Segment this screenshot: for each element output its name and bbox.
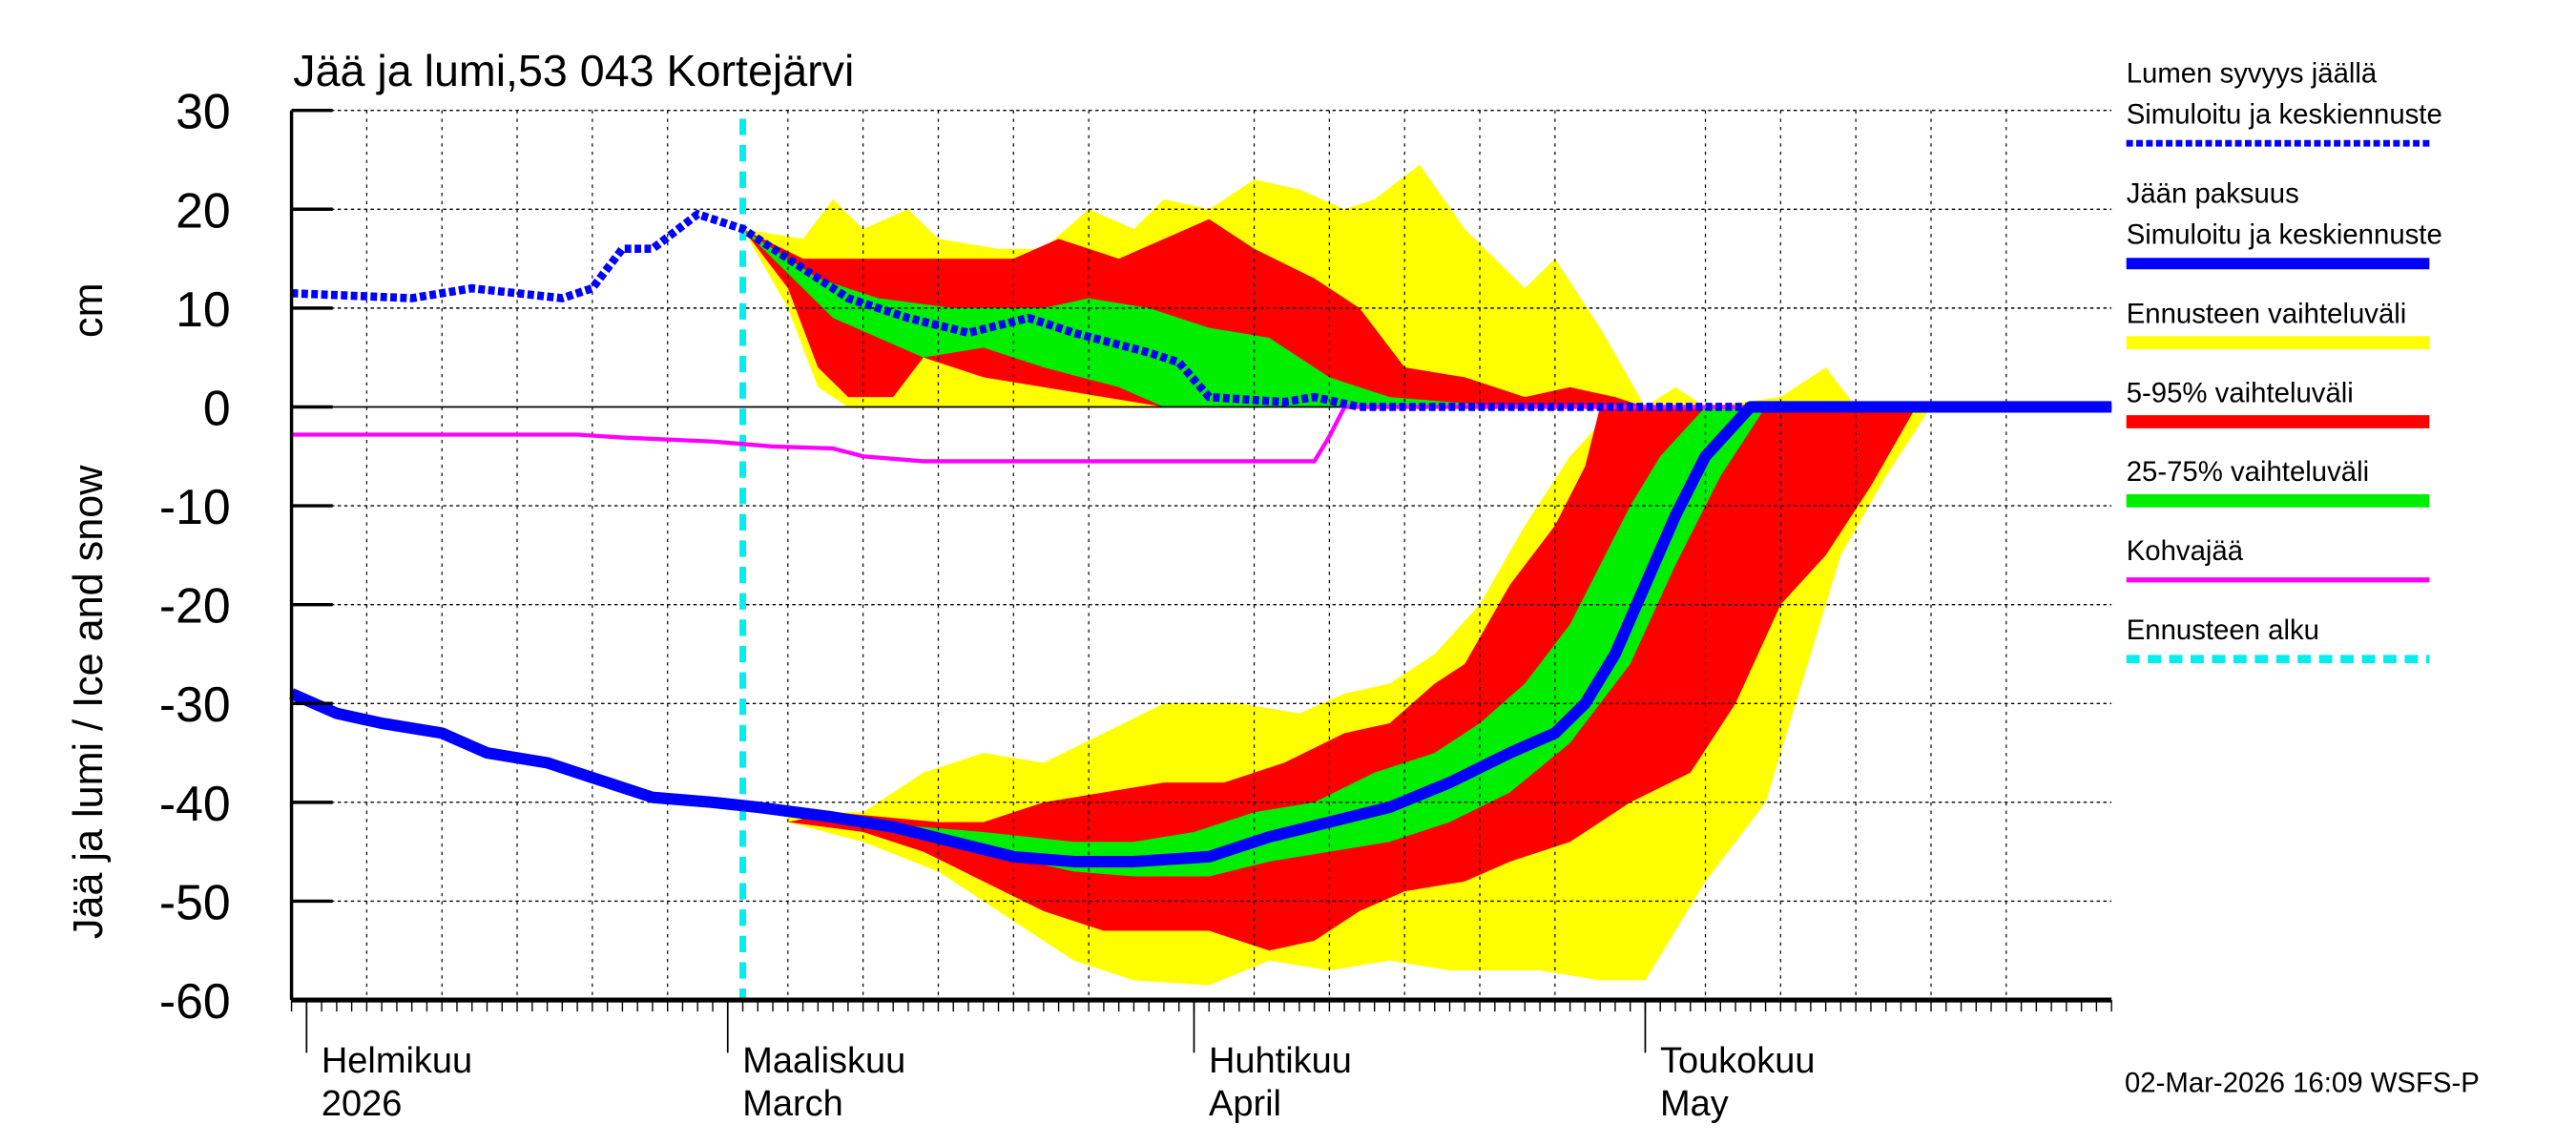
ice-thickness-line [289, 401, 2112, 868]
x-tick-label-month: Helmikuu [322, 1041, 472, 1081]
legend-label: Jään paksuus [2127, 177, 2299, 209]
x-tick-label-sub: April [1209, 1084, 1281, 1124]
y-axis-label: Jää ja lumi / Ice and snow [66, 465, 112, 939]
legend-label: Simuloitu ja keskiennuste [2127, 98, 2442, 130]
y-tick-label: 0 [203, 380, 231, 435]
legend-label: Ennusteen vaihteluväli [2127, 298, 2407, 329]
x-tick-label-sub: May [1660, 1084, 1729, 1124]
snow-band-green [742, 229, 1510, 407]
legend-label: Ennusteen alku [2127, 614, 2319, 646]
legend-label: Kohvajää [2127, 535, 2244, 567]
snow-depth-line [291, 209, 2112, 411]
y-tick-label: 30 [176, 84, 231, 139]
footer-timestamp: 02-Mar-2026 16:09 WSFS-P [2125, 1068, 2480, 1099]
series-lines [289, 209, 2112, 868]
x-tick-label-sub: March [742, 1084, 842, 1124]
x-tick-label-month: Toukokuu [1660, 1041, 1816, 1081]
legend-label: 25-75% vaihteluväli [2127, 456, 2369, 488]
y-tick-label: -30 [159, 677, 231, 732]
legend-label: 5-95% vaihteluväli [2127, 377, 2354, 408]
legend-label: Simuloitu ja keskiennuste [2127, 219, 2442, 251]
slush-ice-line [291, 405, 2112, 464]
x-tick-label-sub: 2026 [322, 1084, 402, 1124]
snow-band-red [742, 219, 1646, 407]
y-tick-label: -50 [159, 874, 231, 929]
bands [742, 164, 1931, 986]
ice-band-green [862, 406, 1766, 877]
y-tick-label: 10 [176, 281, 231, 337]
y-tick-label: -60 [159, 973, 231, 1029]
gridlines [291, 109, 2112, 1001]
x-tick-label-month: Maaliskuu [742, 1041, 905, 1081]
y-tick-label: -20 [159, 578, 231, 634]
legend: Lumen syvyys jäällä Simuloitu ja keskienn… [2126, 57, 2442, 663]
y-axis-unit: cm [66, 282, 112, 338]
y-tick-label: -10 [159, 479, 231, 534]
chart-title: Jää ja lumi,53 043 Kortejärvi [293, 46, 854, 95]
legend-label: Lumen syvyys jäällä [2127, 57, 2378, 89]
x-tick-label-month: Huhtikuu [1209, 1041, 1352, 1081]
y-tick-label: -40 [159, 776, 231, 831]
y-tick-label: 20 [176, 182, 231, 238]
